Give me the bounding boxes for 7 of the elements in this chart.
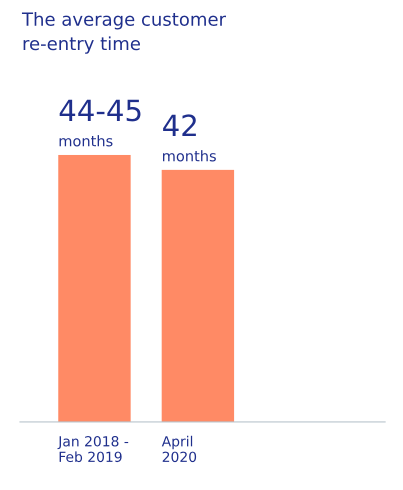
x-tick-label: Jan 2018 - Feb 2019 <box>58 436 128 462</box>
data-label: 44-45 <box>60 100 140 122</box>
x-tick-label: April 2020 <box>162 436 196 462</box>
annotation: months <box>60 135 112 146</box>
data-label: 42 <box>163 114 196 136</box>
annotation: months <box>163 150 216 162</box>
chart-title: The average customer re-entry time <box>22 12 226 54</box>
